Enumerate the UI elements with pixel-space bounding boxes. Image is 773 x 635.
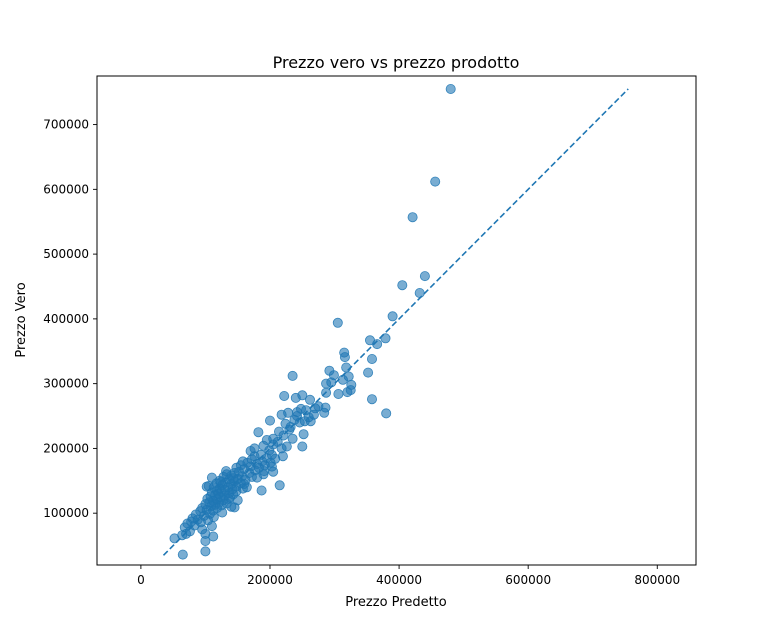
scatter-point — [326, 377, 337, 388]
scatter-point — [319, 407, 330, 418]
scatter-point — [201, 481, 212, 492]
scatter-point — [297, 441, 308, 452]
scatter-point — [407, 212, 418, 223]
y-tick-label: 200000 — [43, 441, 89, 455]
scatter-point — [276, 409, 287, 420]
scatter-point — [366, 394, 377, 405]
scatter-point — [366, 353, 377, 364]
scatter-point — [237, 456, 248, 467]
scatter-point — [308, 409, 319, 420]
scatter-point — [380, 333, 391, 344]
scatter-point — [206, 521, 217, 532]
scatter-point — [217, 507, 228, 518]
scatter-point — [313, 401, 324, 412]
y-tick-label: 600000 — [43, 182, 89, 196]
scatter-point — [290, 392, 301, 403]
scatter-point — [268, 466, 279, 477]
scatter-point — [232, 495, 243, 506]
scatter-point — [298, 429, 309, 440]
scatter-point — [221, 466, 232, 477]
scatter-point — [215, 477, 226, 488]
x-tick-label: 400000 — [376, 573, 422, 587]
scatter-point — [363, 367, 374, 378]
scatter-point — [341, 362, 352, 373]
scatter-point — [274, 480, 285, 491]
scatter-point — [287, 433, 298, 444]
scatter-point — [332, 317, 343, 328]
scatter-point — [200, 536, 211, 547]
plot-frame — [96, 75, 697, 566]
x-tick-label: 0 — [137, 573, 145, 587]
y-tick-label: 700000 — [43, 118, 89, 132]
scatter-point — [397, 280, 408, 291]
scatter-point — [169, 533, 180, 544]
scatter-point — [292, 407, 303, 418]
scatter-point — [249, 443, 260, 454]
scatter-point — [239, 478, 250, 489]
x-axis: 0 200000 400000 600000 800000 — [137, 565, 680, 587]
x-tick-label: 800000 — [634, 573, 680, 587]
x-tick-label: 600000 — [505, 573, 551, 587]
scatter-point — [279, 390, 290, 401]
y-axis-label: Prezzo Vero — [14, 282, 29, 357]
scatter-point — [387, 311, 398, 322]
x-tick-label: 200000 — [247, 573, 293, 587]
y-tick-label: 100000 — [43, 506, 89, 520]
scatter-point — [287, 370, 298, 381]
y-tick-label: 400000 — [43, 312, 89, 326]
scatter-point — [304, 394, 315, 405]
scatter-point — [414, 287, 425, 298]
scatter-point — [256, 485, 267, 496]
reference-line — [162, 88, 629, 556]
scatter-point — [333, 388, 344, 399]
scatter-point — [200, 546, 211, 557]
scatter-point — [445, 84, 456, 95]
scatter-point — [208, 531, 219, 542]
scatter-point — [419, 271, 430, 282]
plot-area — [162, 84, 629, 560]
y-tick-label: 300000 — [43, 377, 89, 391]
scatter-point — [299, 416, 310, 427]
scatter-point — [339, 352, 350, 363]
scatter-point — [345, 385, 356, 396]
scatter-point — [430, 176, 441, 187]
x-axis-label: Prezzo Predetto — [345, 595, 447, 610]
scatter-point — [258, 469, 269, 480]
scatter-point — [223, 493, 234, 504]
y-tick-label: 500000 — [43, 247, 89, 261]
scatter-point — [228, 473, 239, 484]
scatter-point — [381, 408, 392, 419]
scatter-point — [253, 427, 264, 438]
scatter-point — [177, 549, 188, 560]
scatter-point — [364, 335, 375, 346]
chart-title: Prezzo vero vs prezzo prodotto — [273, 53, 520, 72]
scatter-point — [264, 415, 275, 426]
y-axis: 100000 200000 300000 400000 500000 600000 7000… — [43, 118, 97, 520]
scatter-point — [206, 472, 217, 483]
